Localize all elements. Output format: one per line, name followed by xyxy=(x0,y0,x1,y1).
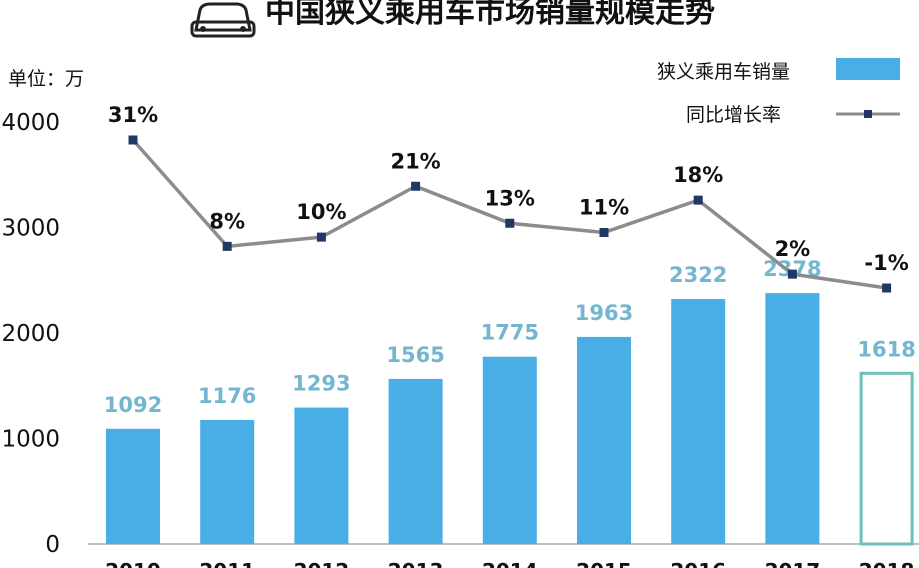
sales-bar-label: 1565 xyxy=(386,343,444,367)
sales-bar xyxy=(106,428,160,544)
growth-label: 13% xyxy=(485,186,535,210)
sales-bar xyxy=(388,378,443,544)
growth-label: 10% xyxy=(296,200,346,224)
x-tick-label: 2011 xyxy=(199,559,255,568)
growth-line-group: 31% 8% 10% 21% 13% 11% 18% 2% -1% xyxy=(108,103,909,293)
growth-label: 2% xyxy=(775,237,811,261)
sales-bar-label: 1092 xyxy=(104,393,162,417)
legend: 狭义乘用车销量 同比增长率 xyxy=(657,58,900,126)
growth-marker xyxy=(316,232,326,242)
sales-bar-label: 1293 xyxy=(292,372,350,396)
sales-bar-label: 1618 xyxy=(857,337,915,361)
sales-bar-label: 1775 xyxy=(481,321,539,345)
x-tick-label: 2010 xyxy=(105,559,161,568)
y-tick-label: 4000 xyxy=(1,110,60,136)
x-axis-ticks: 2010 2011 2012 2013 2014 2015 2016 2017 2018 xyxy=(105,559,914,568)
x-tick-label: 2013 xyxy=(388,559,444,568)
x-tick-label: 2015 xyxy=(576,559,632,568)
sales-bar xyxy=(671,299,726,544)
growth-label: 18% xyxy=(673,163,723,187)
x-tick-label: 2016 xyxy=(670,559,726,568)
growth-label: -1% xyxy=(864,251,908,275)
y-axis-ticks: 0 1000 2000 3000 4000 xyxy=(1,110,60,558)
sales-bar xyxy=(859,371,914,546)
unit-label: 单位：万 xyxy=(8,68,84,90)
chart-title: 中国狭义乘用车市场销量规模走势 xyxy=(265,0,715,30)
growth-marker xyxy=(882,283,892,293)
legend-marker-growth xyxy=(864,110,872,118)
sales-bar xyxy=(294,407,349,544)
growth-marker xyxy=(787,269,797,279)
sales-bar-label: 1963 xyxy=(575,301,633,325)
legend-swatch-sales xyxy=(836,58,900,80)
growth-marker xyxy=(222,241,232,251)
growth-marker xyxy=(599,228,609,237)
growth-marker xyxy=(693,195,703,205)
x-tick-label: 2017 xyxy=(765,559,821,568)
y-tick-label: 0 xyxy=(45,532,60,558)
x-tick-label: 2018 xyxy=(859,559,915,568)
legend-label-sales: 狭义乘用车销量 xyxy=(657,61,790,83)
growth-marker xyxy=(411,181,421,191)
sales-bar-label: 2322 xyxy=(669,263,727,287)
growth-label: 31% xyxy=(108,103,158,127)
x-tick-label: 2012 xyxy=(294,559,350,568)
y-tick-label: 1000 xyxy=(1,427,60,453)
x-tick-label: 2014 xyxy=(482,559,538,568)
growth-label: 21% xyxy=(390,149,440,173)
y-tick-label: 2000 xyxy=(1,321,60,347)
growth-marker xyxy=(128,135,138,145)
growth-label: 11% xyxy=(579,196,629,220)
sales-bar xyxy=(577,336,631,544)
car-icon xyxy=(190,2,256,38)
growth-marker xyxy=(505,218,515,228)
growth-label: 8% xyxy=(209,209,245,233)
bars-group xyxy=(106,293,914,546)
sales-bar xyxy=(200,419,255,544)
sales-bar-label: 1176 xyxy=(198,384,256,408)
y-tick-label: 3000 xyxy=(1,216,60,242)
legend-label-growth: 同比增长率 xyxy=(686,104,781,126)
sales-bar xyxy=(482,356,537,544)
sales-bar xyxy=(765,293,820,544)
